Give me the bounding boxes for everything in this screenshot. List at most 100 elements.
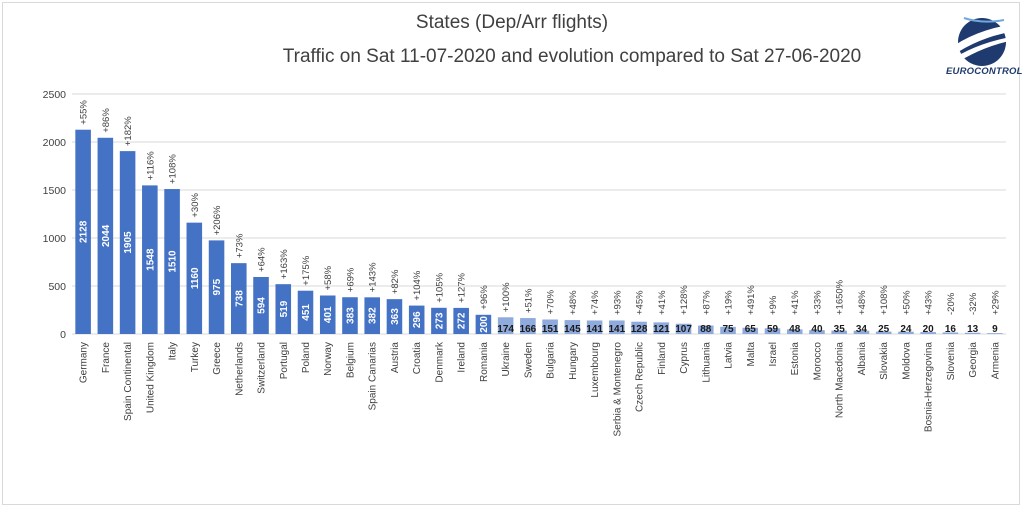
category-label: Moldova <box>901 342 912 380</box>
evolution-label: +86% <box>101 108 112 133</box>
bar <box>631 321 647 334</box>
bar-value-label: 20 <box>923 324 935 335</box>
bar-value-label: 594 <box>257 297 268 314</box>
category-label: Georgia <box>968 342 979 378</box>
category-label: Poland <box>301 342 312 373</box>
y-axis: 0 500 1000 1500 2000 2500 <box>43 89 67 341</box>
bar <box>408 305 425 334</box>
bar-value-label: 2128 <box>79 220 90 243</box>
category-label: Italy <box>168 342 179 360</box>
category-label: Latvia <box>724 342 735 369</box>
evolution-label: +163% <box>279 249 290 279</box>
evolution-label: +69% <box>345 267 356 292</box>
bar-value-label: 24 <box>900 324 912 335</box>
bar <box>542 319 558 334</box>
bar-value-label: 200 <box>479 316 490 333</box>
category-label: Croatia <box>412 342 423 375</box>
category-label: Switzerland <box>257 342 268 394</box>
bar <box>75 129 91 334</box>
category-label: Bulgaria <box>546 342 557 379</box>
category-label: France <box>101 342 112 374</box>
bar <box>942 332 959 334</box>
category-label: Albania <box>857 342 868 376</box>
bar <box>875 331 892 334</box>
bar-value-label: 59 <box>767 324 779 335</box>
evolution-label: +127% <box>457 272 468 302</box>
evolution-label: +104% <box>412 270 423 300</box>
evolution-label: +108% <box>168 154 179 184</box>
bar-value-label: 107 <box>675 324 692 335</box>
evolution-label: +105% <box>434 272 445 302</box>
evolution-label: +48% <box>857 290 868 315</box>
category-label: Ireland <box>457 342 468 373</box>
bar-value-label: 35 <box>834 324 846 335</box>
evolution-label: +51% <box>523 288 534 313</box>
category-label: Romania <box>479 342 490 382</box>
bar-value-label: 1510 <box>168 250 179 273</box>
bar <box>898 331 914 334</box>
bar-value-label: 128 <box>631 324 648 335</box>
bar <box>253 276 269 334</box>
evolution-label: +19% <box>724 290 735 315</box>
category-label: United Kingdom <box>145 342 156 413</box>
category-label: Serbia & Montenegro <box>612 342 623 437</box>
evolution-label: +41% <box>790 290 801 315</box>
bar-value-label: 141 <box>586 324 603 335</box>
bar <box>853 330 870 334</box>
bar-value-label: 88 <box>700 324 712 335</box>
evolution-label: +33% <box>812 290 823 315</box>
bar <box>964 332 981 334</box>
bar <box>142 185 158 334</box>
bar-value-label: 382 <box>368 307 379 324</box>
bar-value-label: 401 <box>323 306 334 323</box>
bar <box>297 290 314 334</box>
category-label: Lithuania <box>701 342 712 383</box>
evolution-label: +48% <box>568 290 579 315</box>
category-label: Israel <box>768 342 779 366</box>
evolution-label: -32% <box>968 292 979 315</box>
bar-value-label: 174 <box>497 324 514 335</box>
bar <box>497 317 514 334</box>
category-label: Morocco <box>812 342 823 381</box>
y-tick-label: 1000 <box>43 233 67 245</box>
category-label: Spain Continental <box>123 342 134 421</box>
bar <box>342 297 358 334</box>
category-label: Cyprus <box>679 342 690 374</box>
evolution-label: +64% <box>257 247 268 272</box>
bar-value-label: 16 <box>945 324 957 335</box>
bar <box>831 330 847 334</box>
bar-value-label: 75 <box>722 324 734 335</box>
category-label: Malta <box>746 342 757 367</box>
category-label: North Macedonia <box>835 342 846 419</box>
bar-value-label: 296 <box>412 311 423 328</box>
category-label: Austria <box>390 342 401 374</box>
bar <box>186 222 203 334</box>
bar-value-label: 151 <box>542 324 559 335</box>
evolution-label: +1650% <box>835 279 846 315</box>
bar-value-label: 1160 <box>190 267 201 289</box>
labels: 2128 +55% Germany 2044 +86% France 1905 +182% Sp… <box>79 100 1002 437</box>
evolution-label: +55% <box>79 100 90 125</box>
y-tick-label: 2000 <box>43 137 67 149</box>
chart-title: States (Dep/Arr flights) <box>415 12 609 33</box>
evolution-label: +45% <box>635 290 646 315</box>
evolution-label: +9% <box>768 295 779 315</box>
evolution-label: +491% <box>746 285 757 315</box>
bar <box>675 323 692 334</box>
y-tick-label: 1500 <box>43 185 67 197</box>
bar <box>475 314 492 334</box>
category-label: Denmark <box>434 341 445 383</box>
category-label: Estonia <box>790 342 801 376</box>
bar-value-label: 273 <box>434 312 445 329</box>
bar-value-label: 48 <box>789 324 801 335</box>
bar <box>319 295 336 334</box>
evolution-label: +73% <box>234 233 245 258</box>
bar-value-label: 166 <box>520 324 537 335</box>
eurocontrol-logo-icon <box>948 17 1016 66</box>
bar-value-label: 9 <box>992 324 998 335</box>
bar-value-label: 121 <box>653 324 670 335</box>
evolution-label: +206% <box>212 205 223 235</box>
category-label: Finland <box>657 342 668 375</box>
chart-subtitle: Traffic on Sat 11-07-2020 and evolution … <box>282 46 862 67</box>
category-label: Sweden <box>523 342 534 378</box>
